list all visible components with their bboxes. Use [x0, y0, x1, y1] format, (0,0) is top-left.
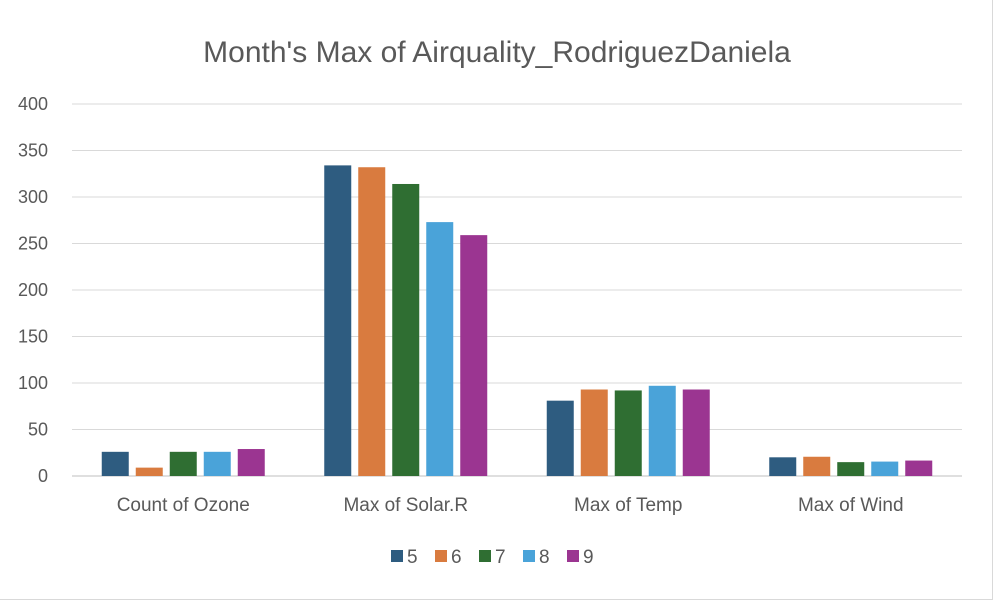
bar-series-8 — [203, 451, 231, 476]
legend-label: 9 — [583, 547, 594, 568]
bar-series-7 — [837, 462, 865, 476]
legend-label: 6 — [451, 547, 462, 568]
bar-series-5 — [101, 451, 129, 476]
legend-swatch-6 — [435, 550, 447, 562]
bar-series-7 — [614, 390, 642, 476]
legend-swatch-9 — [567, 550, 579, 562]
x-category-label: Count of Ozone — [117, 495, 250, 516]
bar-series-5 — [546, 400, 574, 476]
bar-series-8 — [871, 461, 899, 476]
y-tick-label: 0 — [38, 466, 48, 486]
bar-series-9 — [682, 389, 710, 476]
bar-series-9 — [460, 235, 488, 476]
x-axis-category-labels: Count of Ozone Max of Solar.R Max of Temp M… — [117, 495, 904, 516]
legend-label: 5 — [407, 547, 418, 568]
y-tick-label: 150 — [18, 327, 48, 347]
y-tick-label: 200 — [18, 280, 48, 300]
chart-title: Month's Max of Airquality_RodriguezDanie… — [203, 36, 791, 69]
bars — [101, 165, 933, 477]
bar-series-7 — [169, 451, 197, 476]
y-tick-label: 300 — [18, 187, 48, 207]
x-category-label: Max of Wind — [798, 495, 904, 516]
legend-swatch-7 — [479, 550, 491, 562]
bar-series-5 — [324, 165, 352, 476]
bar-series-9 — [905, 460, 933, 476]
bar-series-7 — [392, 183, 420, 477]
bar-series-6 — [803, 456, 831, 476]
legend-swatch-5 — [391, 550, 403, 562]
legend: 5 6 7 8 9 — [391, 547, 594, 568]
bar-series-9 — [237, 449, 265, 476]
y-tick-label: 250 — [18, 234, 48, 254]
y-tick-label: 50 — [28, 420, 48, 440]
x-category-label: Max of Temp — [574, 495, 682, 516]
y-tick-label: 350 — [18, 141, 48, 161]
x-category-label: Max of Solar.R — [343, 495, 468, 516]
bar-series-6 — [358, 167, 386, 477]
y-axis-tick-labels: 0 50 100 150 200 250 300 350 400 — [18, 94, 48, 486]
legend-label: 7 — [495, 547, 506, 568]
bar-series-6 — [135, 467, 163, 476]
bar-series-6 — [580, 389, 608, 476]
bar-series-8 — [426, 222, 454, 476]
legend-label: 8 — [539, 547, 550, 568]
y-tick-label: 400 — [18, 94, 48, 114]
y-tick-label: 100 — [18, 373, 48, 393]
bar-series-5 — [769, 457, 797, 476]
bar-series-8 — [648, 385, 676, 476]
legend-swatch-8 — [523, 550, 535, 562]
gridlines — [72, 103, 962, 477]
